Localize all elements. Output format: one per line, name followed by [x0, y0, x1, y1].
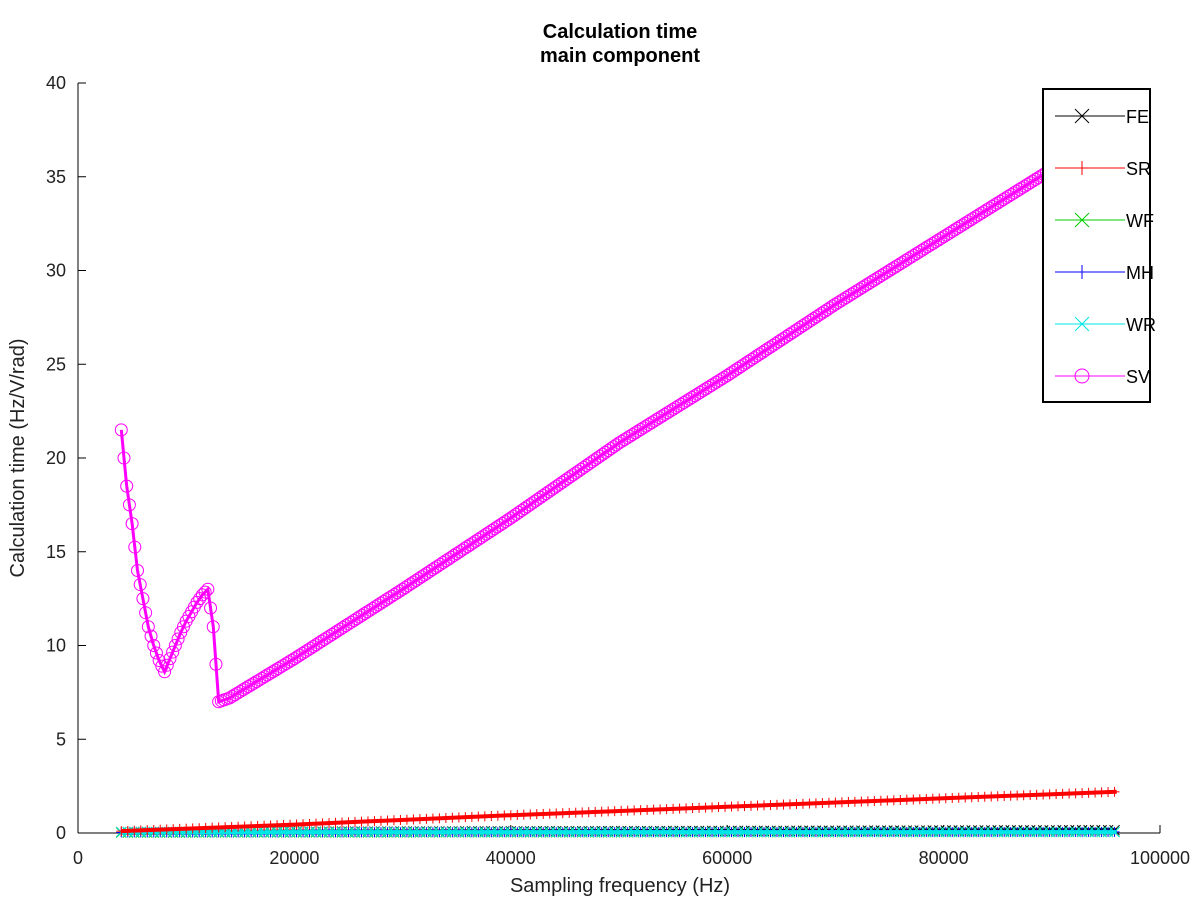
data-point [144, 629, 158, 643]
y-axis-ticks: 0 5 10 15 20 25 30 35 40 [46, 73, 86, 843]
data-point [166, 645, 180, 659]
data-point [117, 451, 131, 465]
data-point [120, 479, 134, 493]
data-point [209, 657, 223, 671]
plot-area [114, 121, 1124, 838]
legend-item-wr: WR [1055, 315, 1156, 335]
data-point [141, 620, 155, 634]
legend-marker-sv [1074, 368, 1090, 384]
legend-label-sr: SR [1126, 159, 1151, 179]
data-point [139, 606, 153, 620]
x-tick-label: 0 [73, 848, 83, 868]
legend-item-wf: WF [1055, 211, 1154, 231]
x-tick-label: 60000 [702, 848, 752, 868]
data-point [201, 582, 215, 596]
legend-item-fe: FE [1055, 107, 1149, 127]
data-point [1109, 826, 1120, 838]
y-tick-label: 5 [56, 729, 66, 749]
data-point [133, 578, 147, 592]
x-tick-label: 20000 [269, 848, 319, 868]
legend-label-mh: MH [1126, 263, 1154, 283]
legend-label-sv: SV [1126, 367, 1150, 387]
series-markers-sr [116, 786, 1120, 837]
legend-label-wr: WR [1126, 315, 1156, 335]
x-tick-label: 100000 [1130, 848, 1190, 868]
data-point [1109, 786, 1120, 797]
series-markers-wr [115, 826, 1120, 838]
legend-marker-sr [1075, 161, 1089, 175]
data-point [125, 517, 139, 531]
legend-item-mh: MH [1055, 263, 1154, 283]
legend-box [1042, 88, 1151, 403]
y-tick-label: 30 [46, 261, 66, 281]
y-tick-label: 35 [46, 167, 66, 187]
data-point [128, 540, 142, 554]
legend-label-fe: FE [1126, 107, 1149, 127]
legend-label-wf: WF [1126, 211, 1154, 231]
legend-item-sv: SV [1055, 367, 1150, 387]
data-point [158, 665, 172, 679]
y-tick-label: 25 [46, 354, 66, 374]
x-axis-ticks: 0 20000 40000 60000 80000 100000 [73, 825, 1190, 868]
y-axis-label: Calculation time (Hz/V/rad) [7, 339, 29, 578]
legend: FE SR WF MH WR SV [1042, 88, 1156, 403]
legend-marker-fe [1074, 108, 1090, 124]
data-point [147, 639, 161, 652]
y-tick-label: 40 [46, 73, 66, 93]
data-point [131, 564, 145, 577]
data-point [136, 592, 150, 606]
data-point [149, 646, 163, 660]
series-wr [115, 826, 1120, 838]
y-tick-label: 15 [46, 542, 66, 562]
legend-marker-wf [1074, 212, 1090, 228]
y-tick-label: 0 [56, 823, 66, 843]
series-sr [116, 786, 1120, 837]
data-point [174, 625, 188, 639]
data-point [176, 620, 190, 634]
data-point [168, 639, 182, 652]
chart-subtitle: main component [540, 45, 700, 67]
data-point [193, 592, 207, 606]
data-point [206, 620, 220, 634]
x-axis-label: Sampling frequency (Hz) [510, 875, 730, 897]
series-sv [114, 121, 1124, 709]
data-point [198, 585, 212, 599]
data-point [155, 659, 169, 673]
series-line-sv [119, 126, 1118, 704]
data-point [160, 658, 174, 672]
x-tick-label: 40000 [486, 848, 536, 868]
data-point [114, 423, 128, 437]
data-point [152, 654, 166, 667]
x-tick-label: 80000 [919, 848, 969, 868]
data-point [204, 601, 218, 615]
data-point [122, 498, 136, 512]
legend-marker-mh [1075, 265, 1089, 279]
chart-title: Calculation time [543, 21, 697, 43]
data-point [163, 652, 177, 666]
y-tick-label: 20 [46, 448, 66, 468]
data-point [171, 632, 185, 646]
y-tick-label: 10 [46, 636, 66, 656]
series-markers-sv [114, 121, 1124, 709]
legend-item-sr: SR [1055, 159, 1151, 179]
legend-marker-wr [1074, 316, 1090, 332]
